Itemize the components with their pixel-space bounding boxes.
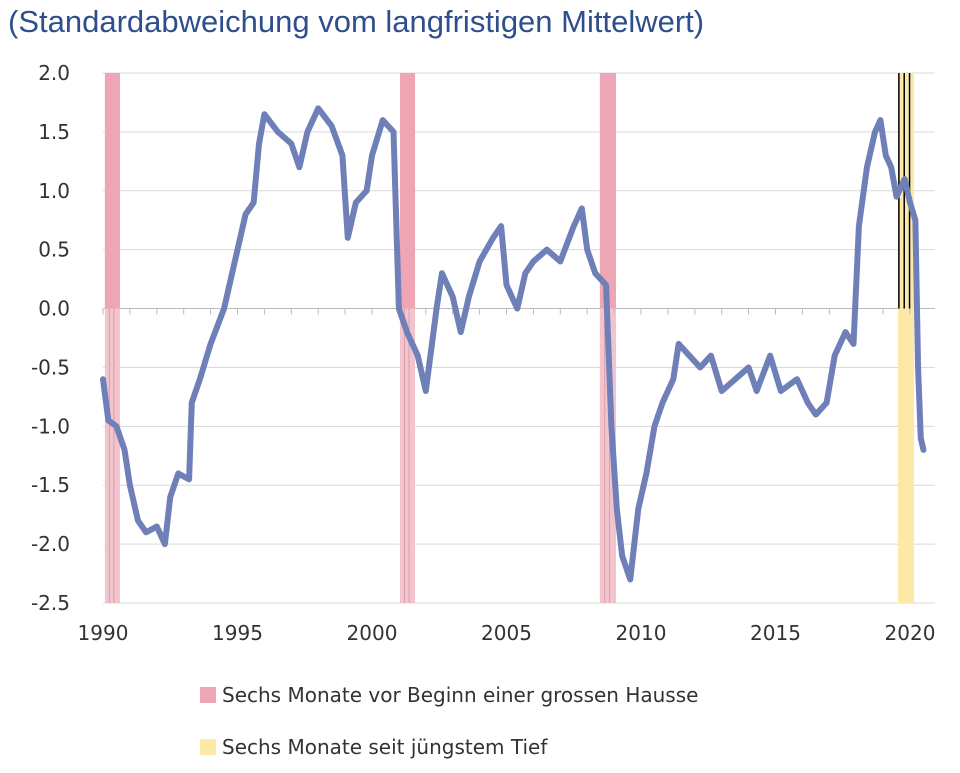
shaded-period-pre-hausse xyxy=(104,308,120,603)
y-tick-label: -2.0 xyxy=(31,532,70,556)
y-tick-label: 0.5 xyxy=(38,238,70,262)
y-tick-label: -1.5 xyxy=(31,473,70,497)
series-line xyxy=(100,105,927,583)
legend-label: Sechs Monate vor Beginn einer grossen Ha… xyxy=(222,683,699,707)
y-tick-label: -1.0 xyxy=(31,414,70,438)
y-tick-label: 1.5 xyxy=(38,120,70,144)
legend-label: Sechs Monate seit jüngstem Tief xyxy=(222,735,548,759)
x-tick-label: 2000 xyxy=(347,621,398,645)
x-tick-label: 2010 xyxy=(616,621,667,645)
legend-item-pre-hausse: Sechs Monate vor Beginn einer grossen Ha… xyxy=(200,683,698,707)
y-tick-label: 1.0 xyxy=(38,179,70,203)
x-tick-label: 2015 xyxy=(750,621,801,645)
x-tick-label: 1995 xyxy=(212,621,263,645)
legend-item-since-low: Sechs Monate seit jüngstem Tief xyxy=(200,735,547,759)
y-tick-label: -0.5 xyxy=(31,355,70,379)
shaded-period-pre-hausse xyxy=(104,73,120,309)
shaded-period-pre-hausse xyxy=(599,73,616,309)
y-tick-label: 2.0 xyxy=(38,61,70,85)
shaded-period-since-low xyxy=(897,308,915,603)
y-tick-label: 0.0 xyxy=(38,297,70,321)
x-tick-label: 2020 xyxy=(885,621,936,645)
legend-swatch-yellow xyxy=(200,739,216,755)
chart-title: (Standardabweichung vom langfristigen Mi… xyxy=(8,4,705,39)
x-tick-label: 2005 xyxy=(481,621,532,645)
y-tick-label: -2.5 xyxy=(31,591,70,615)
x-tick-label: 1990 xyxy=(78,621,129,645)
legend-swatch-pink xyxy=(200,687,216,703)
line-chart: 2.0 1.5 1.0 0.5 0.0 -0.5 -1.0 -1.5 -2.0 -2.5 1990 1… xyxy=(31,61,936,645)
shaded-period-pre-hausse xyxy=(399,73,416,309)
shaded-period-pre-hausse xyxy=(399,308,416,603)
